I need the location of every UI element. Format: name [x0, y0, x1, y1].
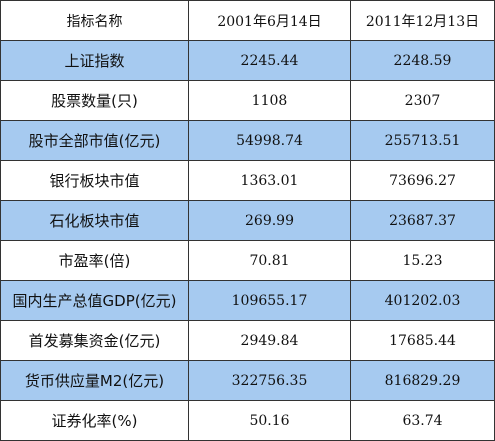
table-row: 国内生产总值GDP(亿元) 109655.17 401202.03 [0, 280, 495, 321]
value-cell: 1108 [188, 80, 351, 121]
value-cell: 2949.84 [188, 320, 351, 361]
row-label: 银行板块市值 [0, 160, 189, 201]
value-cell: 70.81 [188, 240, 351, 281]
row-label: 证券化率(%) [0, 400, 189, 441]
row-label: 首发募集资金(亿元) [0, 320, 189, 361]
table-row: 银行板块市值 1363.01 73696.27 [0, 160, 495, 201]
row-label: 国内生产总值GDP(亿元) [0, 280, 189, 321]
value-cell: 322756.35 [188, 360, 351, 401]
table-row: 市盈率(倍) 70.81 15.23 [0, 240, 495, 281]
row-label: 上证指数 [0, 40, 189, 81]
row-label: 股市全部市值(亿元) [0, 120, 189, 161]
value-cell: 2307 [350, 80, 495, 121]
value-cell: 17685.44 [350, 320, 495, 361]
table-row: 首发募集资金(亿元) 2949.84 17685.44 [0, 320, 495, 361]
value-cell: 401202.03 [350, 280, 495, 321]
value-cell: 50.16 [188, 400, 351, 441]
table-row: 证券化率(%) 50.16 63.74 [0, 400, 495, 441]
header-cell: 2001年6月14日 [188, 0, 351, 41]
value-cell: 816829.29 [350, 360, 495, 401]
row-label: 市盈率(倍) [0, 240, 189, 281]
value-cell: 54998.74 [188, 120, 351, 161]
value-cell: 1363.01 [188, 160, 351, 201]
table-row: 股票数量(只) 1108 2307 [0, 80, 495, 121]
header-row: 指标名称 2001年6月14日 2011年12月13日 [0, 0, 495, 41]
table-row: 石化板块市值 269.99 23687.37 [0, 200, 495, 241]
value-cell: 15.23 [350, 240, 495, 281]
row-label: 石化板块市值 [0, 200, 189, 241]
row-label: 股票数量(只) [0, 80, 189, 121]
header-cell: 指标名称 [0, 0, 189, 41]
value-cell: 63.74 [350, 400, 495, 441]
value-cell: 23687.37 [350, 200, 495, 241]
value-cell: 269.99 [188, 200, 351, 241]
value-cell: 2245.44 [188, 40, 351, 81]
value-cell: 2248.59 [350, 40, 495, 81]
value-cell: 73696.27 [350, 160, 495, 201]
table-row: 股市全部市值(亿元) 54998.74 255713.51 [0, 120, 495, 161]
table-row: 货币供应量M2(亿元) 322756.35 816829.29 [0, 360, 495, 401]
row-label: 货币供应量M2(亿元) [0, 360, 189, 401]
value-cell: 255713.51 [350, 120, 495, 161]
header-cell: 2011年12月13日 [350, 0, 495, 41]
table-row: 上证指数 2245.44 2248.59 [0, 40, 495, 81]
value-cell: 109655.17 [188, 280, 351, 321]
